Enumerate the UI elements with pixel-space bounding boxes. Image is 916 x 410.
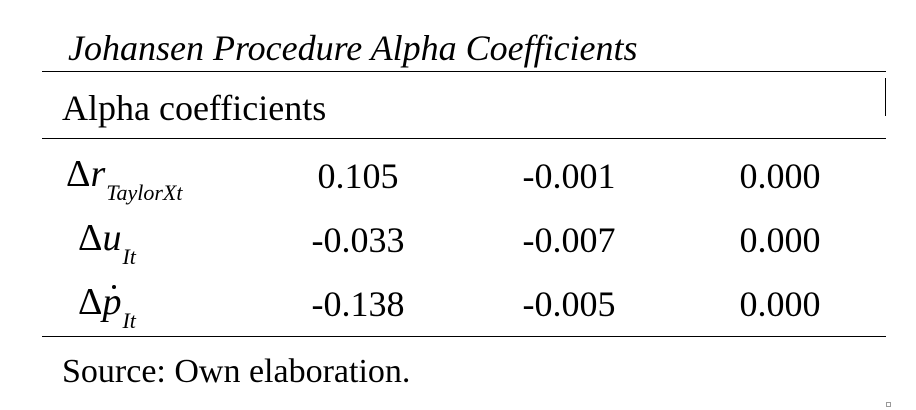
alpha-value: 0.000: [739, 220, 821, 260]
table-title: Johansen Procedure Alpha Coefficients: [68, 28, 638, 68]
table-row: ΔrTaylorXt 0.105 -0.001 0.000: [0, 148, 916, 208]
row-variable: ΔuIt: [78, 212, 136, 269]
alpha-value: -0.033: [311, 220, 405, 260]
alpha-value: -0.005: [522, 284, 616, 324]
header-side-rule: [885, 78, 886, 116]
table-row: ΔuIt -0.033 -0.007 0.000: [0, 212, 916, 272]
variable-subscript: It: [122, 308, 136, 333]
variable-symbol: p: [102, 276, 121, 328]
alpha-value: 0.000: [739, 284, 821, 324]
page-corner-mark: [886, 402, 891, 407]
delta-symbol: Δ: [78, 281, 103, 323]
alpha-value: -0.007: [522, 220, 616, 260]
alpha-value: -0.001: [522, 156, 616, 196]
top-rule: [42, 71, 886, 72]
header-label: Alpha coefficients: [62, 88, 327, 128]
variable-subscript: TaylorXt: [106, 180, 183, 205]
header-rule: [42, 138, 886, 139]
variable-subscript: It: [122, 244, 136, 269]
row-variable: ΔpIt: [78, 276, 136, 333]
delta-symbol: Δ: [66, 153, 91, 195]
source-note: Source: Own elaboration.: [62, 353, 411, 390]
alpha-value: 0.105: [317, 156, 399, 196]
alpha-value: -0.138: [311, 284, 405, 324]
delta-symbol: Δ: [78, 217, 103, 259]
variable-symbol: u: [102, 217, 122, 259]
variable-symbol: r: [90, 153, 106, 195]
bottom-rule: [42, 336, 886, 337]
row-variable: ΔrTaylorXt: [66, 148, 182, 205]
alpha-value: 0.000: [739, 156, 821, 196]
table-row: ΔpIt -0.138 -0.005 0.000: [0, 276, 916, 336]
